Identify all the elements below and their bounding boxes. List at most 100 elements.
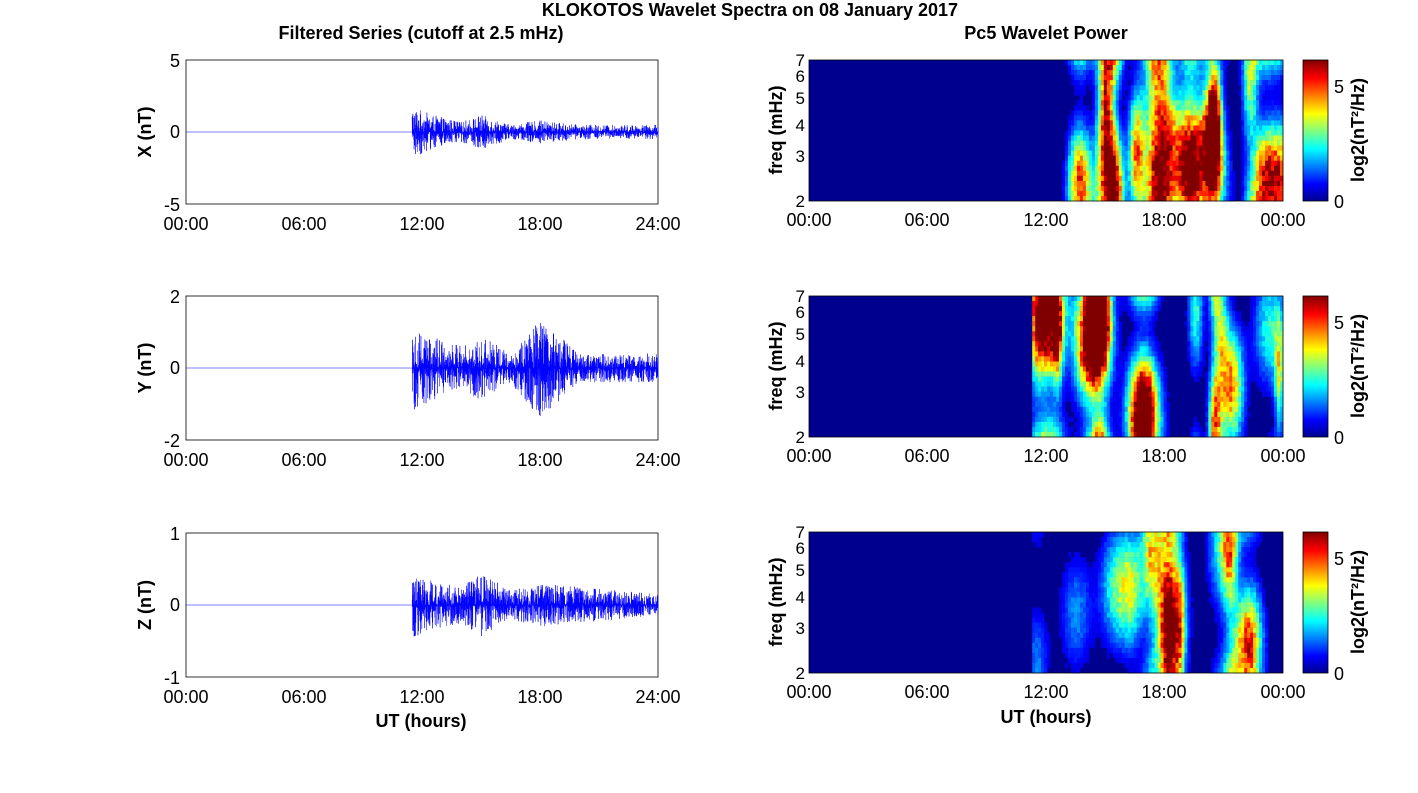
power-cell <box>1181 120 1185 126</box>
power-cell <box>1280 396 1284 402</box>
power-cell <box>1124 642 1128 649</box>
power-cell <box>1035 326 1039 332</box>
power-cell <box>1065 652 1069 659</box>
power-cell <box>1211 130 1215 136</box>
power-cell <box>1121 190 1126 197</box>
power-cell <box>1166 406 1170 413</box>
power-cell <box>1035 647 1039 654</box>
power-cell <box>1133 140 1137 146</box>
power-cell <box>1208 75 1212 81</box>
power-cell <box>1091 160 1096 166</box>
power-cell <box>1065 391 1069 397</box>
power-cell <box>1277 416 1281 423</box>
power-cell <box>1041 301 1045 307</box>
power-cell <box>1178 155 1182 161</box>
power-cell <box>1223 115 1227 121</box>
power-cell <box>1154 421 1158 428</box>
power-cell <box>1035 401 1039 408</box>
power-cell <box>1103 80 1108 86</box>
power-cell <box>1085 376 1090 382</box>
power-cell <box>1133 552 1137 558</box>
power-cell <box>1250 165 1254 172</box>
power-cell <box>1169 637 1173 644</box>
power-cell <box>1056 301 1060 307</box>
power-cell <box>1074 75 1078 81</box>
power-cell <box>1208 391 1212 397</box>
power-cell <box>1175 547 1179 553</box>
power-cell <box>1041 321 1045 327</box>
power-cell <box>1097 165 1102 172</box>
power-cell <box>1187 190 1191 197</box>
power-cell <box>1175 185 1179 192</box>
power-cell <box>1208 326 1212 332</box>
power-cell <box>1166 597 1170 603</box>
power-cell <box>1115 130 1120 136</box>
power-cell <box>1133 432 1137 438</box>
power-cell <box>1232 401 1236 408</box>
power-cell <box>1103 180 1108 187</box>
power-cell <box>1244 386 1248 392</box>
power-cell <box>1112 617 1117 623</box>
power-cell <box>1103 125 1108 131</box>
power-cell <box>1208 180 1212 187</box>
power-cell <box>1277 396 1281 402</box>
power-cell <box>1208 381 1212 387</box>
power-cell <box>1127 557 1131 563</box>
power-cell <box>1103 341 1108 347</box>
power-cell <box>1142 647 1146 654</box>
power-cell <box>1124 381 1128 387</box>
power-cell <box>1151 421 1155 428</box>
power-cell <box>1175 80 1179 86</box>
power-cell <box>1232 336 1236 342</box>
power-cell <box>1175 180 1179 187</box>
power-cell <box>1097 95 1102 101</box>
power-cell <box>1130 296 1134 302</box>
power-cell <box>1142 371 1146 377</box>
power-cell <box>1205 396 1209 402</box>
power-cell <box>1217 185 1221 192</box>
power-cell <box>1277 115 1281 121</box>
power-cell <box>1172 647 1176 654</box>
power-cell <box>1241 371 1245 377</box>
power-cell <box>1220 165 1224 172</box>
power-cell <box>1085 160 1090 166</box>
power-cell <box>1274 336 1278 342</box>
power-cell <box>1244 165 1248 172</box>
power-cell <box>1068 562 1072 568</box>
power-cell <box>1088 110 1093 116</box>
power-cell <box>1056 336 1060 342</box>
power-cell <box>1071 562 1075 568</box>
power-cell <box>1211 326 1215 332</box>
power-cell <box>1094 376 1099 382</box>
power-cell <box>1082 170 1087 177</box>
power-cell <box>1280 135 1284 141</box>
power-cell <box>1139 135 1143 141</box>
power-cell <box>1088 125 1093 131</box>
power-cell <box>1136 567 1140 573</box>
power-cell <box>1187 296 1191 302</box>
power-cell <box>1205 426 1209 433</box>
power-cell <box>1145 120 1149 126</box>
power-cell <box>1109 170 1114 177</box>
power-cell <box>1172 592 1176 598</box>
power-cell <box>1220 396 1224 402</box>
power-cell <box>1077 356 1081 362</box>
power-cell <box>1077 416 1081 423</box>
power-cell <box>1217 130 1221 136</box>
power-cell <box>1074 617 1078 623</box>
power-cell <box>1127 577 1131 583</box>
power-cell <box>1265 175 1269 182</box>
power-cell <box>1136 647 1140 654</box>
power-cell <box>1082 180 1087 187</box>
power-cell <box>1253 110 1257 116</box>
power-cell <box>1044 336 1048 342</box>
power-cell <box>1088 356 1093 362</box>
power-cell <box>1088 366 1093 372</box>
power-cell <box>1142 105 1146 111</box>
power-cell <box>1211 301 1215 307</box>
power-cell <box>1133 642 1137 649</box>
power-cell <box>1160 587 1164 593</box>
power-cell <box>1103 627 1108 633</box>
power-cell <box>1175 190 1179 197</box>
power-cell <box>1274 391 1278 397</box>
